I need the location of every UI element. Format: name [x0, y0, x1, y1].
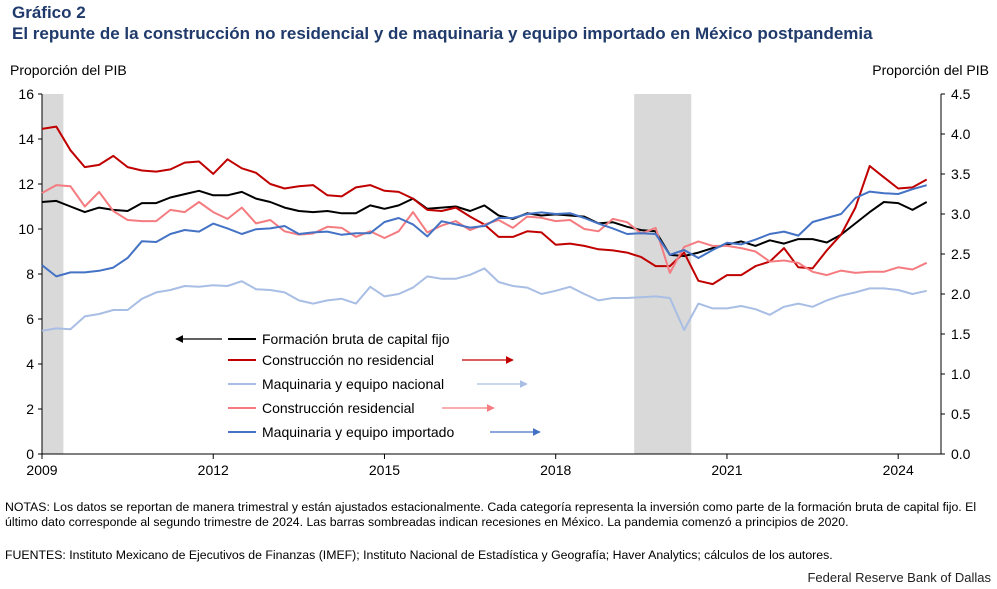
x-tick-label: 2012 [198, 462, 229, 478]
y-left-tick-label: 16 [18, 86, 34, 102]
y-right-tick-label: 0.0 [951, 446, 971, 462]
series-line [41, 267, 927, 332]
legend-label: Construcción residencial [262, 400, 415, 416]
line-chart: 0 2 4 6 8 10 12 14 16 0.0 0.5 1.0 1.5 2.0 2.5 3.0 3.5 4.0… [18, 86, 971, 478]
x-tick-label: 2009 [26, 462, 57, 478]
y-left-tick-label: 6 [26, 311, 34, 327]
x-tick-label: 2018 [540, 462, 571, 478]
y-left-tick-label: 14 [18, 131, 34, 147]
x-tick-label: 2015 [369, 462, 400, 478]
y-left-tick-label: 2 [26, 401, 34, 417]
x-tick-label: 2024 [883, 462, 914, 478]
legend-label: Construcción no residencial [262, 352, 434, 368]
y-right-tick-label: 2.5 [951, 246, 971, 262]
y-left-tick-label: 12 [18, 176, 34, 192]
series-line [41, 184, 927, 278]
y-right-tick-label: 1.0 [951, 366, 971, 382]
credit-line: Federal Reserve Bank of Dallas [807, 570, 991, 585]
y-left-tick-label: 0 [26, 446, 34, 462]
y-left-tick-label: 4 [26, 356, 34, 372]
legend-label: Maquinaria y equipo importado [262, 424, 454, 440]
y-right-tick-label: 1.5 [951, 326, 971, 342]
series-line [41, 189, 928, 257]
chart-notes: NOTAS: Los datos se reportan de manera t… [5, 500, 977, 529]
chart-sources: FUENTES: Instituto Mexicano de Ejecutivo… [5, 548, 833, 562]
figure-label: Gráfico 2 [12, 3, 86, 22]
x-tick-label: 2021 [711, 462, 742, 478]
y-left-axis-title: Proporción del PIB [10, 62, 127, 78]
y-right-tick-label: 3.5 [951, 166, 971, 182]
y-right-tick-label: 0.5 [951, 406, 971, 422]
chart-title: El repunte de la construcción no residen… [12, 24, 873, 43]
y-right-tick-label: 4.0 [951, 126, 971, 142]
y-left-tick-label: 10 [18, 221, 34, 237]
y-left-tick-label: 8 [26, 266, 34, 282]
series-line [41, 184, 928, 277]
y-right-tick-label: 4.5 [951, 86, 971, 102]
y-right-axis-title: Proporción del PIB [872, 62, 989, 78]
recession-band [634, 94, 692, 454]
y-right-tick-label: 3.0 [951, 206, 971, 222]
y-right-tick-label: 2.0 [951, 286, 971, 302]
legend-label: Maquinaria y equipo nacional [262, 376, 444, 392]
legend-label: Formación bruta de capital fijo [262, 331, 450, 347]
